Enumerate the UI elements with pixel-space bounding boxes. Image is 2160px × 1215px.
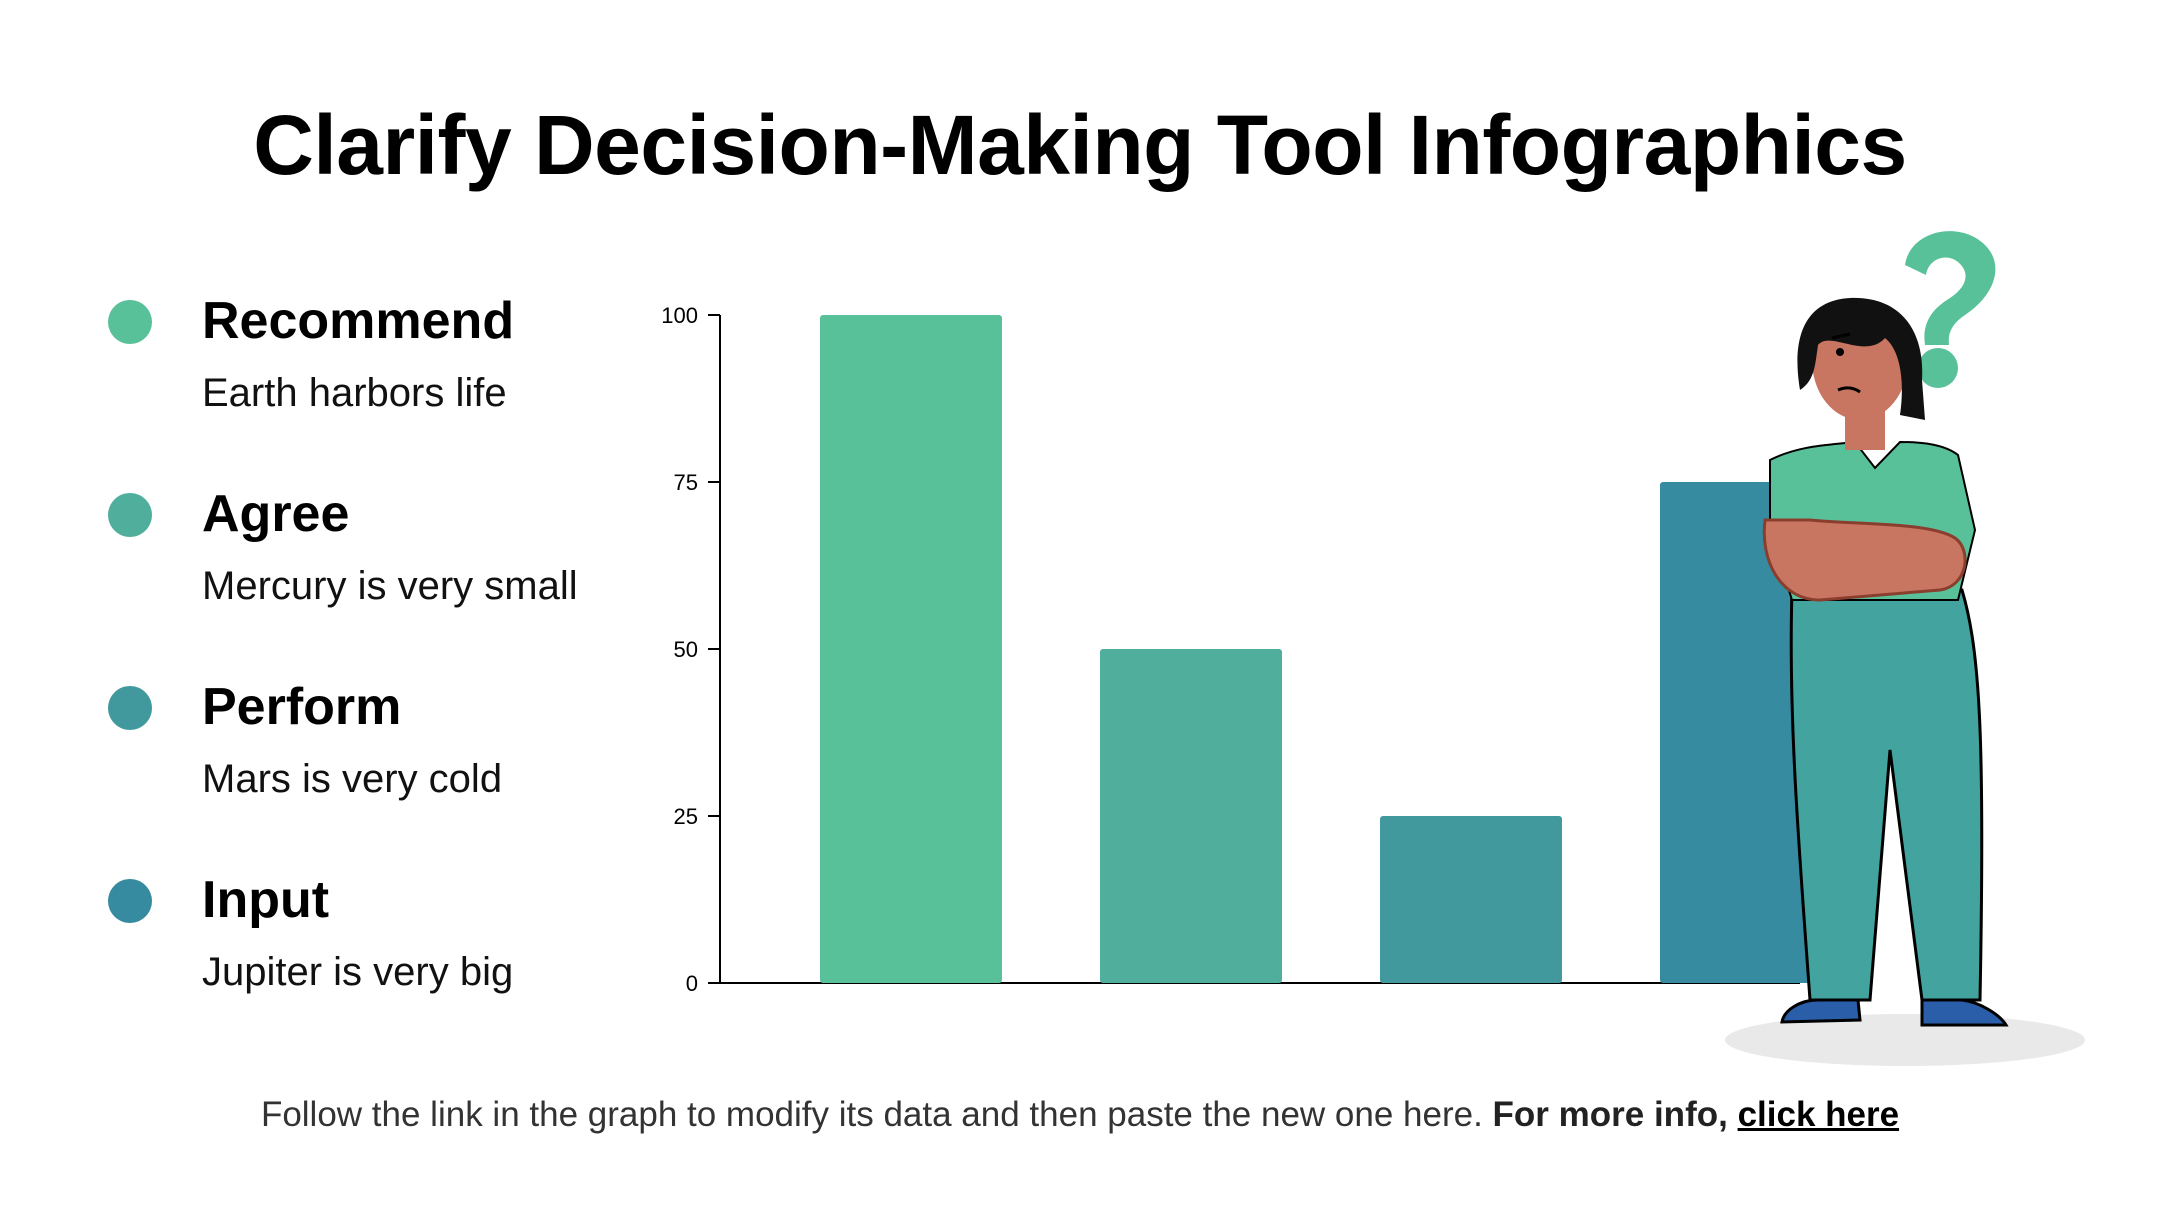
footer-text: Follow the link in the graph to modify i… — [260, 1095, 1483, 1134]
legend-dot — [108, 686, 152, 730]
eye — [1836, 348, 1844, 356]
bar-chart: 0 25 50 75 100 — [661, 303, 1842, 996]
hair — [1797, 297, 1925, 420]
legend-title: Input — [202, 871, 330, 929]
legend-dot — [108, 493, 152, 537]
legend-title: Agree — [202, 485, 350, 543]
legend: Recommend Earth harbors life Agree Mercu… — [108, 290, 648, 1062]
bar-agree — [1100, 649, 1282, 983]
thinking-person-illustration — [1725, 231, 2085, 1066]
legend-desc: Mercury is very small — [202, 564, 578, 608]
legend-item-input: Input Jupiter is very big — [108, 869, 648, 1062]
shadow — [1725, 1014, 2085, 1066]
page-title: Clarify Decision-Making Tool Infographic… — [253, 98, 1907, 192]
legend-desc: Jupiter is very big — [202, 950, 514, 994]
legend-title: Recommend — [202, 292, 515, 350]
legend-desc: Earth harbors life — [202, 371, 507, 415]
legend-item-agree: Agree Mercury is very small — [108, 483, 648, 676]
footer-bold: For more info, — [1492, 1095, 1728, 1134]
mouth — [1837, 386, 1861, 394]
footer-note: Follow the link in the graph to modify i… — [0, 1093, 2160, 1137]
y-tick-label: 75 — [674, 470, 698, 495]
eyebrow — [1831, 332, 1851, 340]
shoes — [1780, 998, 2009, 1027]
pants — [1789, 588, 1984, 1002]
bar-perform — [1380, 816, 1562, 983]
arms — [1762, 518, 1967, 602]
y-tick-label: 25 — [674, 804, 698, 829]
legend-item-recommend: Recommend Earth harbors life — [108, 290, 648, 483]
click-here-link[interactable]: click here — [1737, 1095, 1900, 1134]
legend-item-perform: Perform Mars is very cold — [108, 676, 648, 869]
y-tick-label: 100 — [661, 303, 698, 328]
legend-dot — [108, 300, 152, 344]
y-tick-label: 50 — [674, 637, 698, 662]
legend-title: Perform — [202, 678, 402, 736]
legend-desc: Mars is very cold — [202, 757, 503, 801]
bar-recommend — [820, 315, 1002, 983]
y-tick-label: 0 — [686, 971, 698, 996]
question-mark-icon — [1905, 231, 1996, 388]
legend-dot — [108, 879, 152, 923]
